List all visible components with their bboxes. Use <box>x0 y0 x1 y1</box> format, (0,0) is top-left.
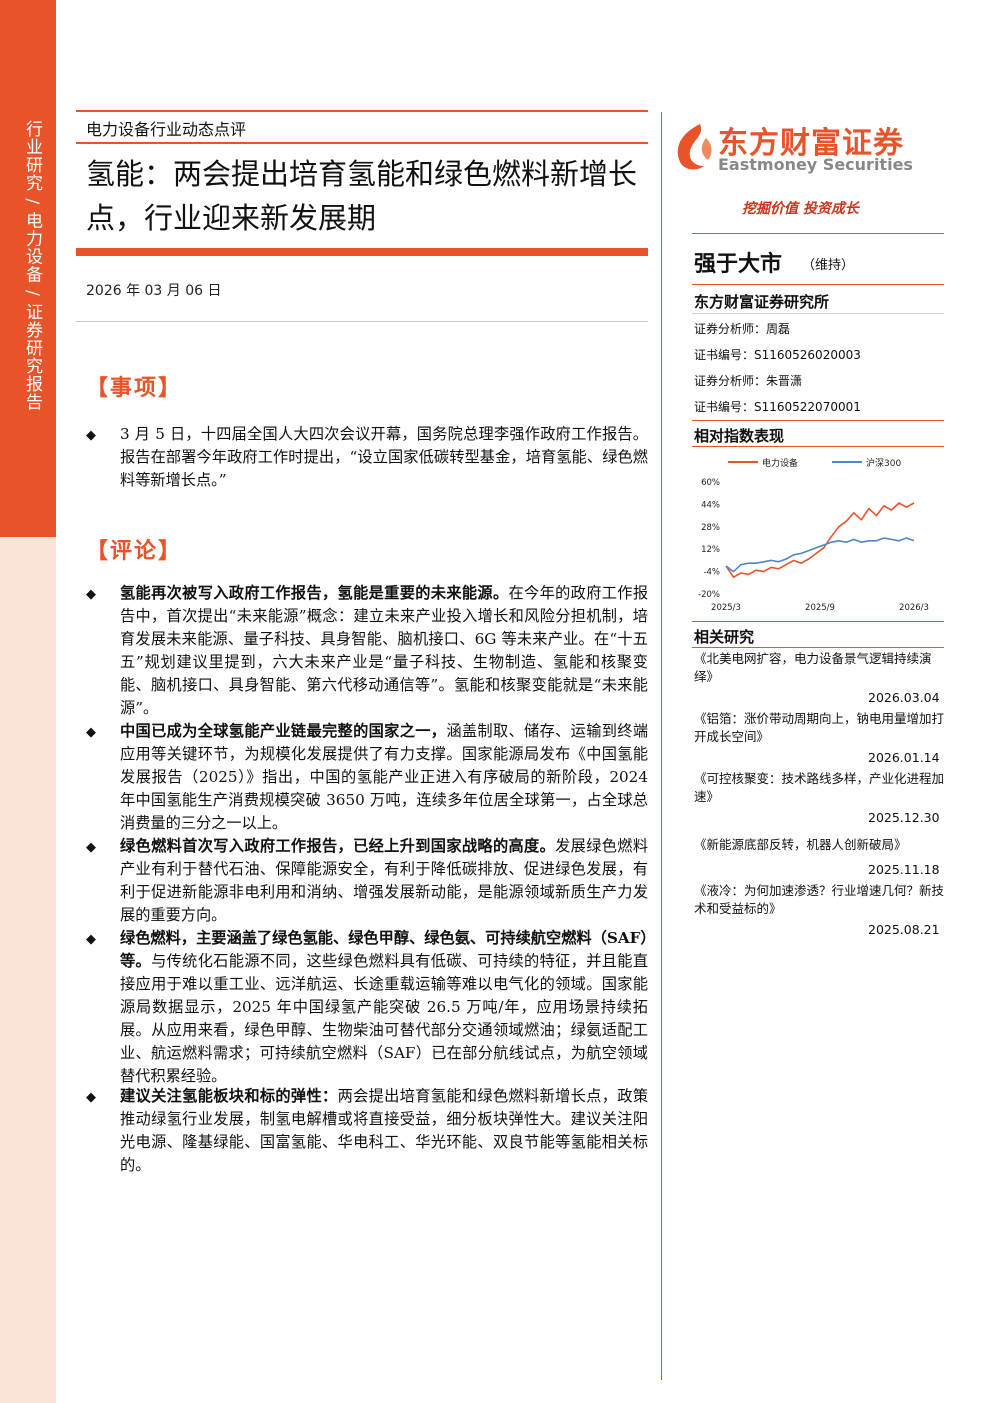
logo-flame-icon <box>677 124 712 170</box>
comment-paragraph: 氢能再次被写入政府工作报告，氢能是重要的未来能源。在今年的政府工作报告中，首次提… <box>120 582 648 720</box>
comment-body: 涵盖制取、储存、运输到终端应用等关键环节，为规模化发展提供了有力支撑。国家能源局… <box>120 722 649 832</box>
bullet-diamond-icon: ◆ <box>86 1090 96 1105</box>
date-divider <box>76 321 648 322</box>
sidebar-band-lower <box>0 537 56 1403</box>
bullet-diamond-icon: ◆ <box>86 725 96 740</box>
y-tick-label: -4% <box>703 568 720 578</box>
cert-number-1: 证书编号：S1160526020003 <box>694 348 861 362</box>
bullet-diamond-icon: ◆ <box>86 840 96 855</box>
x-tick-label: 2025/3 <box>711 603 741 613</box>
related-heading: 相关研究 <box>694 628 755 646</box>
comment-body: 在今年的政府工作报告中，首次提出“未来能源”概念：建立未来产业投入增长和风险分担… <box>120 584 649 717</box>
rating-note: （维持） <box>802 258 855 273</box>
related-report-title[interactable]: 《可控核聚变：技术路线多样，产业化进程加速》 <box>694 771 945 804</box>
comment-lead: 氢能再次被写入政府工作报告，氢能是重要的未来能源。 <box>120 584 509 602</box>
comment-lead: 绿色燃料首次写入政府工作报告，已经上升到国家战略的高度。 <box>120 837 556 855</box>
related-top-rule <box>692 621 944 622</box>
legend-label: 电力设备 <box>762 457 798 469</box>
related-report-title[interactable]: 《新能源底部反转，机器人创新破局》 <box>694 837 907 852</box>
y-tick-label: 12% <box>701 545 720 555</box>
related-report-title[interactable]: 《铝箔：涨价带动周期向上，钠电用量增加打开成长空间》 <box>694 711 945 744</box>
logo-chinese-name: 东方财富证券 <box>718 126 904 161</box>
institute-name: 东方财富证券研究所 <box>694 293 830 311</box>
analyst-2: 证券分析师：朱晋潇 <box>694 374 803 388</box>
series-line <box>725 537 915 573</box>
y-tick-label: -20% <box>698 590 720 600</box>
series-line <box>725 502 915 578</box>
header-mid-rule <box>76 142 648 144</box>
report-date: 2026 年 03 月 06 日 <box>86 283 222 299</box>
related-report-date: 2025.08.21 <box>868 922 940 937</box>
chart-heading: 相对指数表现 <box>694 427 785 445</box>
related-report-date: 2025.12.30 <box>868 810 940 825</box>
legend-label: 沪深300 <box>866 457 901 469</box>
y-tick-label: 60% <box>701 478 720 488</box>
report-title: 氢能：两会提出培育氢能和绿色燃料新增长点，行业迎来新发展期 <box>86 157 638 235</box>
related-report-date: 2026.01.14 <box>868 750 940 765</box>
institute-divider <box>692 313 944 314</box>
title-thick-rule <box>76 248 648 256</box>
comment-body: 与传统化石能源不同，这些绿色燃料具有低碳、可持续的特征，并且能直接应用于难以重工… <box>120 952 649 1085</box>
bullet-diamond-icon: ◆ <box>86 587 96 602</box>
x-tick-label: 2026/3 <box>899 603 929 613</box>
bullet-diamond-icon: ◆ <box>86 428 96 443</box>
comment-lead: 建议关注氢能板块和标的弹性： <box>120 1087 338 1105</box>
sidebar-band: 行业研究 / 电力设备 / 证券研究报告 <box>0 0 56 537</box>
section-heading-event: 【事项】 <box>86 376 183 401</box>
x-tick-label: 2025/9 <box>805 603 835 613</box>
bullet-diamond-icon: ◆ <box>86 932 96 947</box>
relative-performance-chart: 电力设备 沪深300 60% 44% 28% 12% -4% -20% 2025/3 2025/9… <box>698 457 929 613</box>
company-logo: 东方财富证券 Eastmoney Securities <box>670 118 940 180</box>
event-paragraph: 3 月 5 日，十四届全国人大四次会议开幕，国务院总理李强作政府工作报告。报告在… <box>120 425 648 489</box>
industry-rating: 强于大市 <box>694 252 783 277</box>
comment-lead: 绿色燃料，主要涵盖了绿色氢能、绿色甲醇、绿色氨、可持续航空燃料（SAF）等。 <box>120 929 648 970</box>
logo-english-name: Eastmoney Securities <box>718 155 913 174</box>
company-slogan: 挖掘价值 投资成长 <box>742 201 859 217</box>
y-tick-label: 28% <box>701 523 720 533</box>
comment-paragraph: 中国已成为全球氢能产业链最完整的国家之一，涵盖制取、储存、运输到终端应用等关键环… <box>120 720 648 835</box>
related-report-title[interactable]: 《北美电网扩容，电力设备景气逻辑持续演绎》 <box>694 651 932 684</box>
analyst-1: 证券分析师：周磊 <box>694 322 791 336</box>
column-divider <box>661 112 662 1380</box>
rating-bottom-rule <box>692 284 944 285</box>
report-category: 电力设备行业动态点评 <box>86 120 247 139</box>
comment-body: 两会提出培育氢能和绿色燃料新增长点，政策推动绿氢行业发展，制氢电解槽或将直接受益… <box>120 1087 649 1174</box>
comment-paragraph: 绿色燃料，主要涵盖了绿色氢能、绿色甲醇、绿色氨、可持续航空燃料（SAF）等。与传… <box>120 927 648 1088</box>
comment-paragraph: 绿色燃料首次写入政府工作报告，已经上升到国家战略的高度。发展绿色燃料产业有利于替… <box>120 835 648 927</box>
cert-number-2: 证书编号：S1160522070001 <box>694 400 861 414</box>
comment-lead: 中国已成为全球氢能产业链最完整的国家之一， <box>120 722 447 740</box>
comment-paragraph: 建议关注氢能板块和标的弹性：两会提出培育氢能和绿色燃料新增长点，政策推动绿氢行业… <box>120 1085 648 1177</box>
y-tick-label: 44% <box>701 500 720 510</box>
sidebar-vertical-text: 行业研究 / 电力设备 / 证券研究报告 <box>22 120 42 412</box>
rating-top-rule <box>692 233 944 234</box>
related-heading-rule <box>692 647 944 648</box>
section-heading-comment: 【评论】 <box>86 539 183 564</box>
comment-body: 发展绿色燃料产业有利于替代石油、保障能源安全，有利于降低碳排放、促进绿色发展，有… <box>120 837 649 924</box>
chart-heading-rule <box>692 446 944 447</box>
related-report-date: 2025.11.18 <box>868 862 940 877</box>
chart-top-rule <box>692 420 944 421</box>
header-top-rule <box>76 110 648 112</box>
related-report-title[interactable]: 《液冷：为何加速渗透？行业增速几何？新技术和受益标的》 <box>694 883 945 916</box>
related-report-date: 2026.03.04 <box>868 690 940 705</box>
